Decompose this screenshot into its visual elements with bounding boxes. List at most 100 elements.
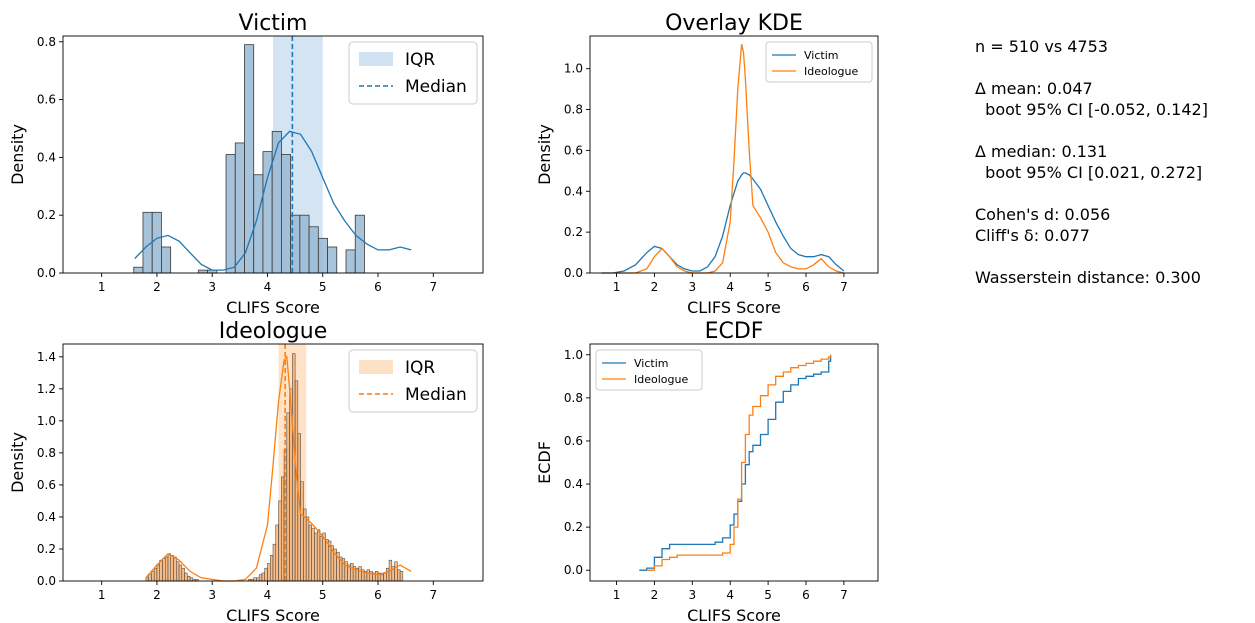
histogram-bar: [316, 529, 321, 582]
kde-curve: [134, 130, 412, 271]
x-tick-label: 2: [651, 280, 659, 294]
histogram-bar: [280, 154, 292, 274]
kde-curve: [145, 355, 412, 582]
histogram-bar: [187, 575, 191, 582]
chart-title: ECDF: [705, 319, 764, 344]
y-tick-label: 1.2: [37, 382, 56, 396]
x-axis-label: CLIFS Score: [687, 298, 781, 317]
y-tick-label: 0.2: [564, 225, 583, 239]
legend-label: Median: [405, 385, 467, 405]
histogram-bar: [256, 577, 260, 582]
histogram-bar: [262, 151, 273, 274]
x-tick-label: 7: [429, 588, 437, 602]
histogram-bar: [164, 556, 169, 582]
y-tick-label: 0.0: [37, 574, 56, 588]
histogram-bar: [345, 249, 356, 274]
x-tick-label: 5: [319, 588, 327, 602]
histogram-bar: [319, 535, 323, 582]
histogram-bar: [314, 532, 318, 582]
histogram-bar: [225, 154, 236, 274]
y-tick-label: 0.6: [37, 93, 56, 107]
y-axis-label: Density: [8, 124, 27, 185]
histogram-bar: [173, 556, 177, 582]
chart-title: Ideologue: [219, 319, 327, 344]
x-axis-label: CLIFS Score: [226, 298, 320, 317]
histogram-bar: [286, 412, 290, 582]
histogram-bar: [292, 353, 296, 582]
histogram-bar: [272, 543, 277, 582]
histogram-bar: [366, 569, 370, 582]
histogram-bar: [303, 508, 307, 582]
x-tick-label: 7: [429, 280, 437, 294]
x-tick-label: 7: [840, 588, 848, 602]
y-tick-label: 1.0: [564, 62, 583, 76]
x-tick-label: 4: [264, 588, 272, 602]
x-axis-label: CLIFS Score: [226, 606, 320, 623]
histogram-bar: [399, 571, 404, 582]
y-tick-label: 0.0: [564, 266, 583, 280]
legend: IQR Median: [348, 349, 478, 413]
histogram-bar: [271, 130, 282, 274]
histogram-bar: [253, 577, 257, 582]
axes-frame: [62, 343, 484, 582]
histogram-bar: [244, 44, 255, 274]
y-tick-label: 1.0: [37, 414, 56, 428]
histogram-bar: [300, 481, 304, 582]
histogram-bar: [383, 572, 387, 582]
y-tick-label: 0.4: [564, 477, 583, 491]
y-tick-label: 0.0: [37, 266, 56, 280]
stats-sample-sizes: n = 510 vs 4753: [975, 37, 1108, 56]
chart-title: Overlay KDE: [665, 11, 803, 36]
series-line-victim: [639, 354, 832, 571]
legend-frame: [595, 349, 703, 391]
histogram-bar: [374, 571, 379, 582]
x-tick-label: 4: [264, 280, 272, 294]
chart-title: Victim: [239, 11, 308, 36]
legend: Victim Ideologue: [765, 41, 873, 83]
legend-label: Ideologue: [804, 65, 858, 78]
histogram-bar: [258, 574, 263, 582]
histogram-bars: [133, 44, 365, 274]
histogram-bar: [176, 561, 180, 582]
stats-cohens-d: Cohen's d: 0.056: [975, 205, 1111, 224]
histogram-bar: [162, 558, 166, 582]
histogram-bar: [151, 571, 155, 582]
axes-frame: [589, 35, 879, 274]
axes-frame: [62, 35, 484, 274]
histogram-bar: [189, 577, 194, 582]
legend-label: Victim: [634, 357, 668, 370]
y-tick-label: 0.0: [564, 563, 583, 577]
histogram-bar: [161, 246, 172, 274]
x-tick-label: 3: [688, 588, 696, 602]
legend-frame: [765, 41, 873, 83]
histogram-bar: [350, 563, 354, 582]
x-axis-label: CLIFS Score: [687, 606, 781, 623]
histogram-bar: [133, 266, 144, 274]
histogram-bar: [148, 574, 152, 582]
histogram-bar: [153, 567, 158, 582]
legend-label: IQR: [405, 358, 435, 378]
histogram-bar: [184, 572, 188, 582]
histogram-bar: [299, 214, 310, 274]
histogram-bar: [269, 555, 274, 582]
histogram-bar: [386, 567, 390, 582]
x-tick-label: 1: [98, 588, 106, 602]
x-tick-label: 6: [374, 280, 382, 294]
y-tick-label: 1.0: [564, 348, 583, 362]
histogram-bar: [397, 569, 401, 582]
x-tick-label: 2: [651, 588, 659, 602]
y-tick-label: 0.6: [37, 478, 56, 492]
y-tick-label: 0.8: [564, 391, 583, 405]
histogram-bar: [267, 563, 271, 582]
histogram-bar: [156, 564, 160, 582]
histogram-bar: [394, 561, 398, 582]
x-tick-label: 4: [726, 280, 734, 294]
histogram-bar: [261, 572, 265, 582]
x-tick-label: 7: [840, 280, 848, 294]
series-line-ideologue: [646, 354, 832, 571]
x-tick-label: 1: [613, 280, 621, 294]
subplot-ecdf: 1 2 3 4 5 6 7 0.0 0.2 0.4 0.6 0.8 1.0 ECDF CLIFS Score…: [535, 319, 879, 623]
histogram-bar: [145, 577, 149, 582]
stats-delta-median: Δ median: 0.131: [975, 142, 1108, 161]
